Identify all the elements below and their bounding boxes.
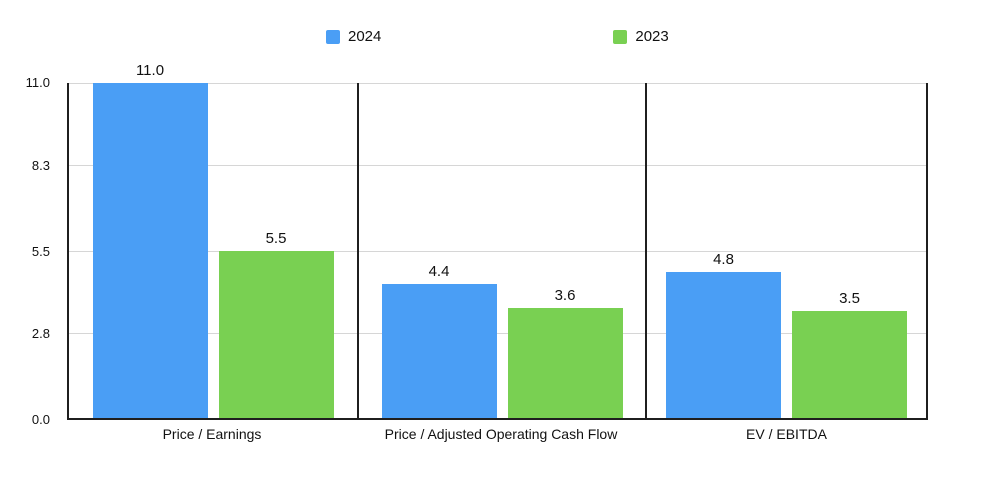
legend-item-2024[interactable]: 2024 [326,29,381,44]
bar-2023-ev-ebitda[interactable]: 3.5 [792,290,907,418]
bar-2024-price-adjusted-operating-cash-flow[interactable]: 4.4 [381,263,497,418]
bar-value-label: 11.0 [135,62,165,79]
plot-panels: 11.0 5.5 4.4 3.6 4.8 3.5 [69,62,926,418]
panel-price-earnings: 11.0 5.5 [69,62,359,418]
panel-price-adjusted-operating-cash-flow: 4.4 3.6 [359,83,647,418]
y-axis-tick-label: 5.5 [31,243,50,259]
category-label-ev-ebitda: EV / EBITDA [746,426,827,442]
gridline [69,83,926,84]
gridline [69,332,926,334]
legend-swatch-2024 [326,29,340,44]
bar-2023-price-earnings[interactable]: 5.5 [218,230,334,418]
category-label-price-adjusted-operating-cash-flow: Price / Adjusted Operating Cash Flow [384,426,618,442]
legend-swatch-2023 [613,29,628,44]
bar-value-label: 3.5 [839,290,860,308]
plot-area: 11.0 5.5 4.4 3.6 4.8 3.5 [67,62,928,420]
y-axis-tick-label: 8.3 [31,157,50,173]
bar-value-label: 3.6 [554,287,576,305]
y-axis-tick-label: 2.8 [31,326,50,342]
bar-2024-price-earnings[interactable]: 11.0 [92,62,208,418]
legend: 2024 2023 [326,29,669,44]
y-axis-tick-label: 11.0 [25,75,50,90]
panel-ev-ebitda: 4.8 3.5 [647,83,926,418]
gridline [69,165,926,167]
bar-2024-ev-ebitda[interactable]: 4.8 [666,251,781,418]
legend-item-2023[interactable]: 2023 [613,28,669,45]
bar-value-label: 4.8 [713,250,734,268]
legend-label: 2023 [635,28,669,45]
y-axis-labels: 0.0 2.8 5.5 8.3 11.0 [0,75,50,427]
bar-value-label: 4.4 [428,263,450,280]
category-labels: Price / Earnings Price / Adjusted Operati… [67,426,928,442]
bar-value-label: 5.5 [265,229,287,247]
gridline [69,250,926,252]
y-axis-tick-label: 0.0 [31,412,50,427]
legend-label: 2024 [348,28,382,45]
bar-2023-price-adjusted-operating-cash-flow[interactable]: 3.6 [507,287,623,418]
gridlines [69,83,926,418]
category-label-price-earnings: Price / Earnings [162,426,262,442]
